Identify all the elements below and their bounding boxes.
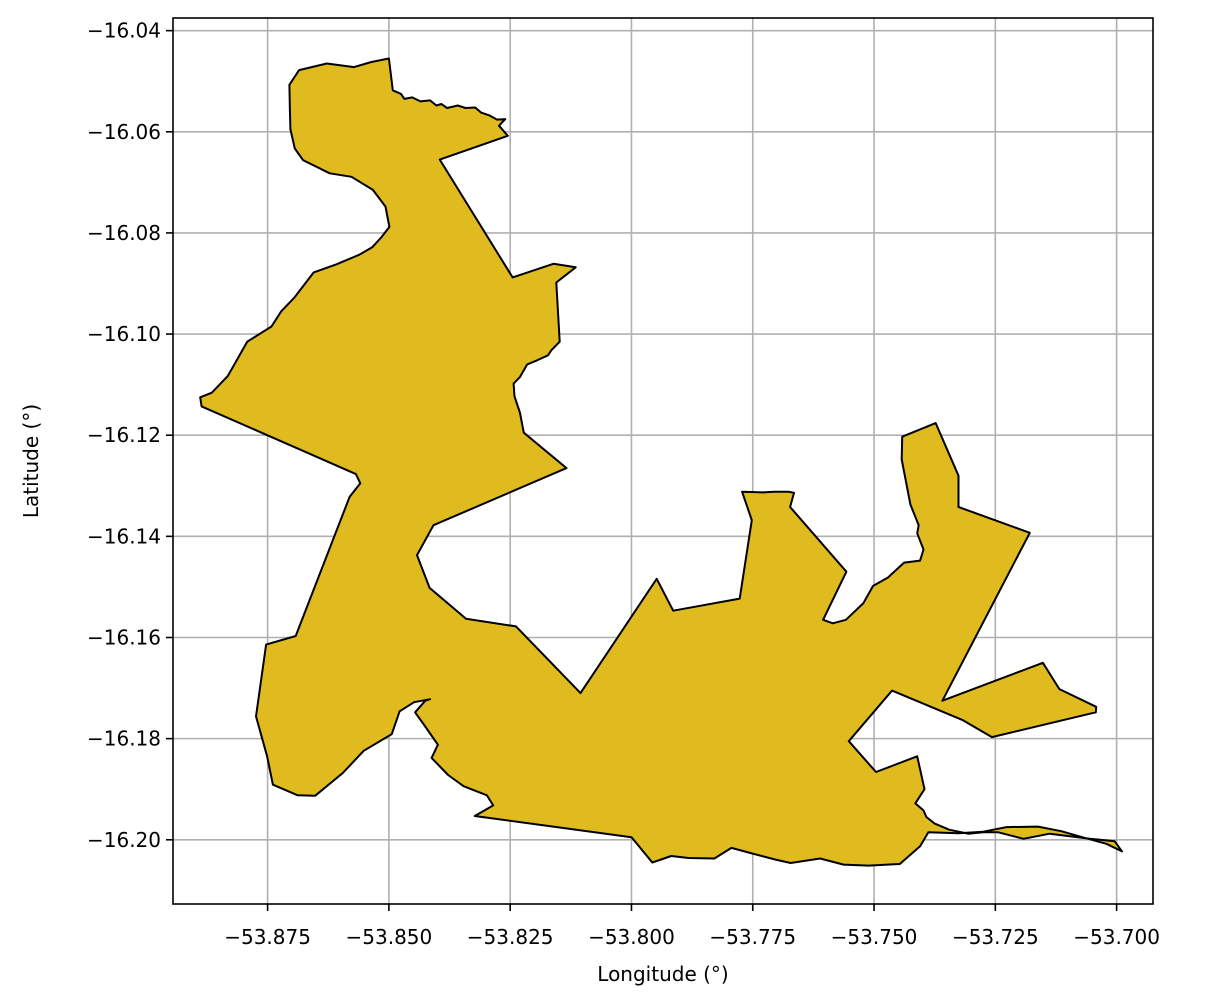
y-tick-label: −16.18 (87, 727, 161, 751)
y-tick-label: −16.08 (87, 221, 161, 245)
y-tick-label: −16.20 (87, 828, 161, 852)
y-axis-title: Latitude (°) (19, 404, 43, 518)
y-tick-label: −16.10 (87, 322, 161, 346)
y-tick-label: −16.14 (87, 524, 161, 548)
x-tick-label: −53.825 (467, 925, 554, 949)
x-tick-label: −53.800 (588, 925, 675, 949)
x-tick-label: −53.725 (952, 925, 1039, 949)
y-tick-label: −16.16 (87, 625, 161, 649)
x-axis-title: Longitude (°) (597, 962, 728, 986)
y-tick-label: −16.12 (87, 423, 161, 447)
x-tick-label: −53.875 (224, 925, 311, 949)
x-tick-label: −53.850 (346, 925, 433, 949)
y-tick-label: −16.06 (87, 120, 161, 144)
y-tick-label: −16.04 (87, 19, 161, 43)
x-tick-label: −53.700 (1073, 925, 1160, 949)
x-tick-label: −53.750 (831, 925, 918, 949)
x-tick-label: −53.775 (709, 925, 796, 949)
